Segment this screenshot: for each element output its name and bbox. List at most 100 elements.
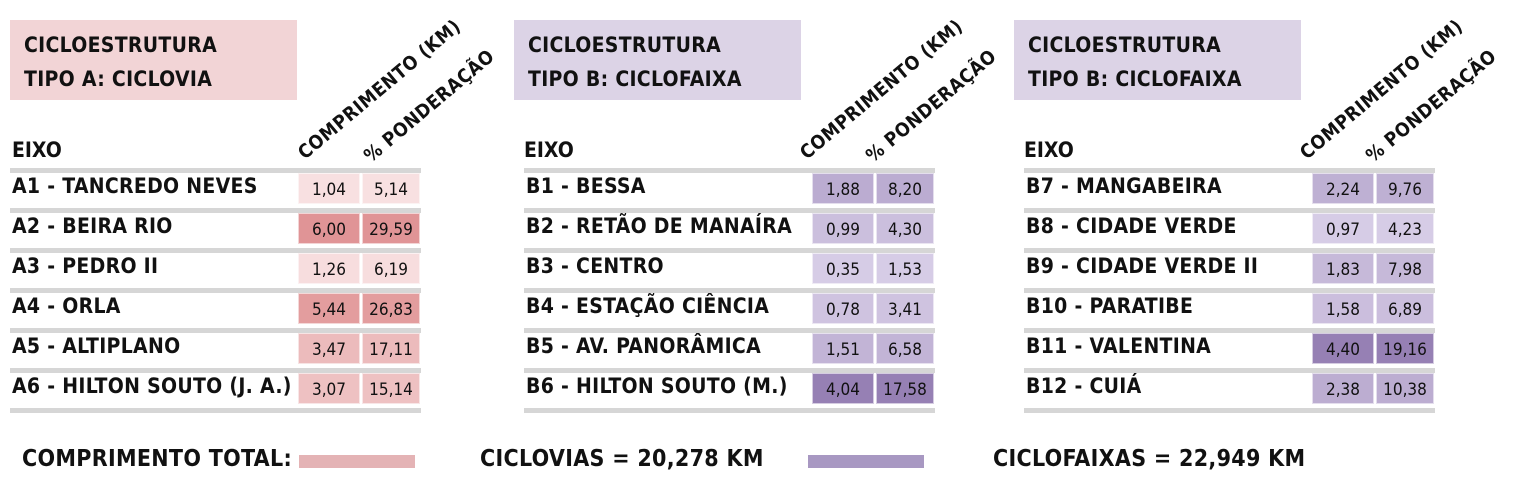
row-label: B4 - ESTAÇÃO CIÊNCIA bbox=[526, 294, 770, 318]
row-divider bbox=[10, 328, 421, 333]
table-row: B6 - HILTON SOUTO (M.) 4,04 17,58 bbox=[524, 368, 935, 404]
table-bottom-divider bbox=[524, 408, 935, 413]
row-divider bbox=[10, 208, 421, 213]
ciclofaixa-swatch bbox=[808, 455, 924, 468]
table-row: B3 - CENTRO 0,35 1,53 bbox=[524, 248, 935, 284]
table-row: B9 - CIDADE VERDE II 1,83 7,98 bbox=[1024, 248, 1435, 284]
pct-cell: 10,38 bbox=[1376, 373, 1434, 404]
pct-cell: 19,16 bbox=[1376, 333, 1434, 364]
column-header-ponderacao: % PONDERAÇÃO bbox=[1361, 45, 1501, 168]
row-divider bbox=[524, 248, 935, 253]
row-label: A6 - HILTON SOUTO (J. A.) bbox=[12, 374, 292, 398]
pct-cell: 6,58 bbox=[876, 333, 934, 364]
km-cell: 3,47 bbox=[298, 333, 360, 364]
row-divider bbox=[1024, 368, 1435, 373]
column-header-ponderacao: % PONDERAÇÃO bbox=[861, 45, 1001, 168]
row-divider bbox=[10, 368, 421, 373]
pct-cell: 4,30 bbox=[876, 213, 934, 244]
row-divider bbox=[1024, 208, 1435, 213]
pct-cell: 17,11 bbox=[362, 333, 420, 364]
pct-cell: 5,14 bbox=[362, 173, 420, 204]
row-divider bbox=[10, 168, 421, 173]
table-ciclofaixa-1: CICLOESTRUTURA TIPO B: CICLOFAIXA COMPRI… bbox=[502, 0, 1001, 420]
panel-title-line1: CICLOESTRUTURA bbox=[24, 33, 217, 57]
ciclovia-swatch bbox=[299, 455, 415, 468]
row-label: B8 - CIDADE VERDE bbox=[1026, 214, 1237, 238]
row-label: B12 - CUIÁ bbox=[1026, 374, 1142, 398]
km-cell: 0,78 bbox=[812, 293, 874, 324]
eixo-header: EIXO bbox=[1024, 138, 1074, 162]
km-cell: 3,07 bbox=[298, 373, 360, 404]
km-cell: 4,04 bbox=[812, 373, 874, 404]
panel-title-line1: CICLOESTRUTURA bbox=[528, 33, 721, 57]
eixo-header: EIXO bbox=[524, 138, 574, 162]
row-label: B6 - HILTON SOUTO (M.) bbox=[526, 374, 788, 398]
panel-title-box: CICLOESTRUTURA TIPO B: CICLOFAIXA bbox=[514, 20, 801, 100]
table-row: A1 - TANCREDO NEVES 1,04 5,14 bbox=[10, 168, 421, 204]
table-row: B12 - CUIÁ 2,38 10,38 bbox=[1024, 368, 1435, 404]
panel-title-line2: TIPO B: CICLOFAIXA bbox=[528, 67, 742, 91]
pct-cell: 6,89 bbox=[1376, 293, 1434, 324]
table-row: B4 - ESTAÇÃO CIÊNCIA 0,78 3,41 bbox=[524, 288, 935, 324]
row-divider bbox=[524, 288, 935, 293]
total-length-label: COMPRIMENTO TOTAL: bbox=[22, 446, 293, 472]
row-label: B5 - AV. PANORÂMICA bbox=[526, 334, 761, 358]
table-bottom-divider bbox=[10, 408, 421, 413]
km-cell: 1,51 bbox=[812, 333, 874, 364]
km-cell: 6,00 bbox=[298, 213, 360, 244]
km-cell: 4,40 bbox=[1312, 333, 1374, 364]
pct-cell: 26,83 bbox=[362, 293, 420, 324]
table-bottom-divider bbox=[1024, 408, 1435, 413]
table-row: B7 - MANGABEIRA 2,24 9,76 bbox=[1024, 168, 1435, 204]
row-label: A2 - BEIRA RIO bbox=[12, 214, 173, 238]
table-row: B1 - BESSA 1,88 8,20 bbox=[524, 168, 935, 204]
ciclovias-total: CICLOVIAS = 20,278 KM bbox=[480, 446, 764, 472]
pct-cell: 6,19 bbox=[362, 253, 420, 284]
km-cell: 0,97 bbox=[1312, 213, 1374, 244]
km-cell: 1,26 bbox=[298, 253, 360, 284]
panel-title-line2: TIPO A: CICLOVIA bbox=[24, 67, 213, 91]
pct-cell: 9,76 bbox=[1376, 173, 1434, 204]
row-divider bbox=[524, 328, 935, 333]
row-label: A4 - ORLA bbox=[12, 294, 121, 318]
panel-title-line1: CICLOESTRUTURA bbox=[1028, 33, 1221, 57]
row-label: B2 - RETÃO DE MANAÍRA bbox=[526, 214, 793, 238]
pct-cell: 29,59 bbox=[362, 213, 420, 244]
table-row: B8 - CIDADE VERDE 0,97 4,23 bbox=[1024, 208, 1435, 244]
table-row: A3 - PEDRO II 1,26 6,19 bbox=[10, 248, 421, 284]
row-divider bbox=[10, 248, 421, 253]
pct-cell: 4,23 bbox=[1376, 213, 1434, 244]
row-divider bbox=[524, 168, 935, 173]
km-cell: 1,88 bbox=[812, 173, 874, 204]
table-row: A6 - HILTON SOUTO (J. A.) 3,07 15,14 bbox=[10, 368, 421, 404]
pct-cell: 17,58 bbox=[876, 373, 934, 404]
table-row: B10 - PARATIBE 1,58 6,89 bbox=[1024, 288, 1435, 324]
row-divider bbox=[524, 208, 935, 213]
km-cell: 0,99 bbox=[812, 213, 874, 244]
table-row: A4 - ORLA 5,44 26,83 bbox=[10, 288, 421, 324]
pct-cell: 3,41 bbox=[876, 293, 934, 324]
row-label: B3 - CENTRO bbox=[526, 254, 664, 278]
pct-cell: 8,20 bbox=[876, 173, 934, 204]
km-cell: 5,44 bbox=[298, 293, 360, 324]
eixo-header: EIXO bbox=[12, 138, 62, 162]
row-divider bbox=[10, 288, 421, 293]
row-label: A3 - PEDRO II bbox=[12, 254, 159, 278]
table-row: A2 - BEIRA RIO 6,00 29,59 bbox=[10, 208, 421, 244]
row-label: B9 - CIDADE VERDE II bbox=[1026, 254, 1259, 278]
row-label: B1 - BESSA bbox=[526, 174, 646, 198]
row-label: B10 - PARATIBE bbox=[1026, 294, 1194, 318]
km-cell: 2,24 bbox=[1312, 173, 1374, 204]
table-row: A5 - ALTIPLANO 3,47 17,11 bbox=[10, 328, 421, 364]
table-ciclofaixa-2: CICLOESTRUTURA TIPO B: CICLOFAIXA COMPRI… bbox=[1002, 0, 1501, 420]
km-cell: 1,83 bbox=[1312, 253, 1374, 284]
row-divider bbox=[1024, 328, 1435, 333]
row-label: A5 - ALTIPLANO bbox=[12, 334, 181, 358]
row-divider bbox=[1024, 168, 1435, 173]
row-label: A1 - TANCREDO NEVES bbox=[12, 174, 258, 198]
km-cell: 0,35 bbox=[812, 253, 874, 284]
table-ciclovia: CICLOESTRUTURA TIPO A: CICLOVIA COMPRIME… bbox=[0, 0, 499, 420]
row-label: B11 - VALENTINA bbox=[1026, 334, 1212, 358]
table-row: B11 - VALENTINA 4,40 19,16 bbox=[1024, 328, 1435, 364]
panel-title-box: CICLOESTRUTURA TIPO A: CICLOVIA bbox=[10, 20, 297, 100]
